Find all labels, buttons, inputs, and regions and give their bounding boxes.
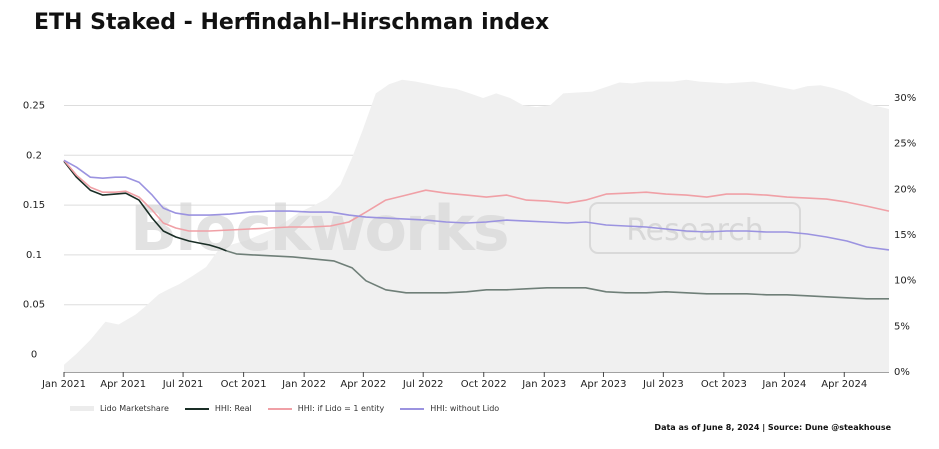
x-tick-label: Apr 2021 <box>100 379 146 390</box>
legend-swatch <box>267 407 292 410</box>
source-footer: Data as of June 8, 2024 | Source: Dune @… <box>654 423 891 432</box>
series-line-hhi-real <box>63 160 227 252</box>
watermark-box <box>589 202 801 254</box>
x-tick-label: Jul 2021 <box>162 379 204 390</box>
x-tick-label: Jan 2021 <box>41 379 86 390</box>
series-area-lido-marketshare <box>64 79 889 372</box>
x-tick-label: Jan 2023 <box>521 379 566 390</box>
y-tick-label: 0.05 <box>23 300 45 311</box>
x-tick-label: Oct 2022 <box>461 379 507 390</box>
series-line-hhi-without-lido <box>63 159 890 251</box>
y2-tick-label: 30% <box>894 93 916 104</box>
y2-tick-label: 15% <box>894 230 916 241</box>
y2-tick-label: 5% <box>894 321 910 332</box>
y2-tick-label: 10% <box>894 276 916 287</box>
x-axis: Jan 2021 Apr 2021 Jul 2021 Oct 2021 Jan 2022… <box>41 372 867 390</box>
legend-item[interactable]: HHI: if Lido = 1 entity <box>267 404 385 413</box>
legend-swatch <box>184 407 209 410</box>
y-tick-label: 0.1 <box>26 250 42 261</box>
y-tick-label: 0.2 <box>26 150 42 161</box>
x-tick-label: Jan 2022 <box>281 379 326 390</box>
legend-item[interactable]: Lido Marketshare <box>70 404 169 413</box>
legend-swatch <box>70 406 94 411</box>
watermark-brand: Blockworks <box>130 192 508 265</box>
y2-tick-label: 0% <box>894 367 910 378</box>
y2-tick-label: 25% <box>894 139 916 150</box>
chart-title: ETH Staked - Herfindahl–Hirschman index <box>34 10 550 35</box>
watermark: Blockworks Research <box>130 192 801 265</box>
legend-item[interactable]: HHI: without Lido <box>400 404 499 413</box>
y-tick-label: 0 <box>31 350 37 361</box>
x-tick-label: Jul 2022 <box>402 379 444 390</box>
line-layer <box>63 159 890 300</box>
x-tick-label: Jul 2023 <box>642 379 684 390</box>
y-axis-left: 0 0.05 0.1 0.15 0.2 0.25 <box>23 100 45 360</box>
x-tick-label: Oct 2021 <box>221 379 267 390</box>
series-line-hhi-if-lido-1-entity <box>63 159 890 232</box>
legend-label: HHI: without Lido <box>430 404 500 413</box>
legend-swatch <box>400 407 425 410</box>
x-tick-label: Oct 2023 <box>701 379 747 390</box>
y2-tick-label: 20% <box>894 184 916 195</box>
x-tick-label: Jan 2024 <box>761 379 806 390</box>
x-tick-label: Apr 2023 <box>581 379 627 390</box>
series-line-hhi-real-continued <box>226 250 889 300</box>
legend-item[interactable]: HHI: Real <box>184 404 252 413</box>
x-tick-label: Apr 2022 <box>340 379 386 390</box>
area-layer <box>64 79 889 372</box>
legend: Lido Marketshare HHI: Real HHI: if Lido = … <box>70 404 515 413</box>
legend-label: HHI: Real <box>214 404 252 413</box>
y-tick-label: 0.25 <box>23 100 45 111</box>
legend-label: HHI: if Lido = 1 entity <box>297 404 385 413</box>
y-axis-right: 0% 5% 10% 15% 20% 25% 30% <box>894 93 916 378</box>
x-tick-label: Apr 2024 <box>821 379 867 390</box>
y-tick-label: 0.15 <box>23 200 45 211</box>
legend-label: Lido Marketshare <box>100 404 169 413</box>
